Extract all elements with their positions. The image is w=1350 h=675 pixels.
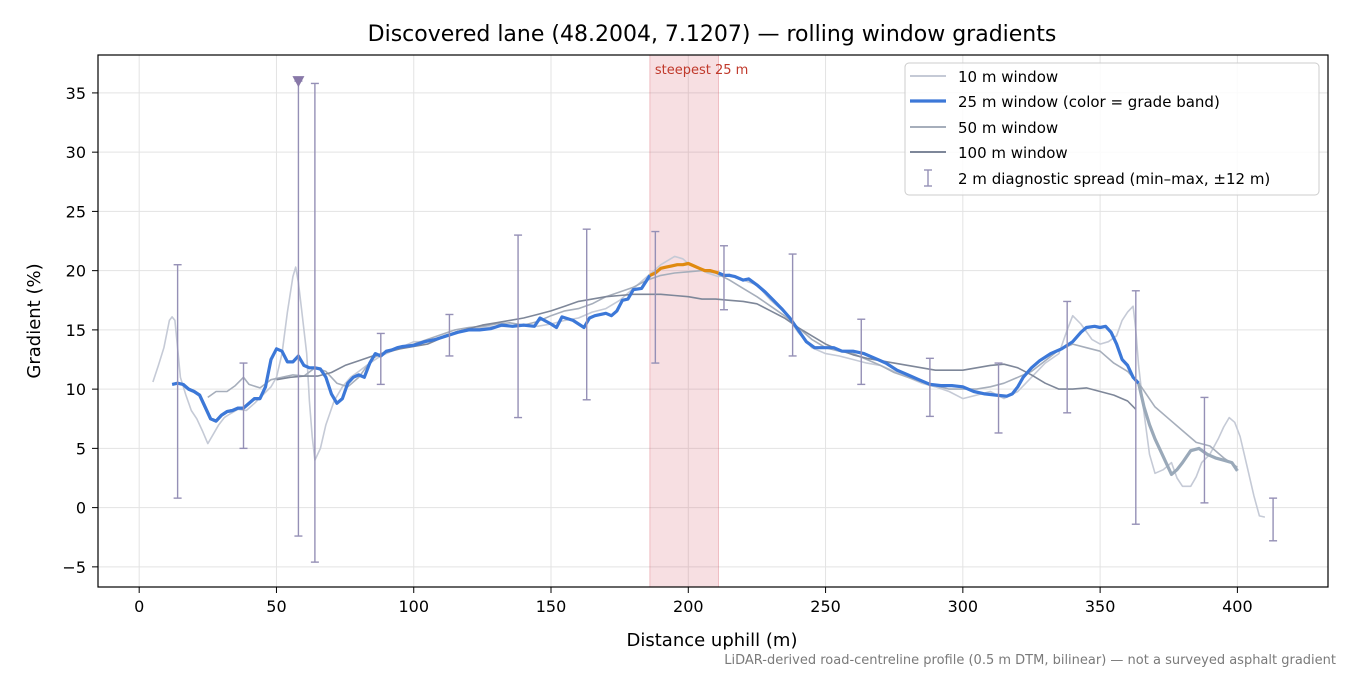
errorbar [1131, 290, 1140, 525]
y-tick-label: −5 [62, 558, 86, 577]
x-tick-label: 200 [673, 597, 704, 616]
legend-label-spread: 2 m diagnostic spread (min–max, ±12 m) [958, 170, 1270, 188]
steepest-window-band [649, 54, 719, 588]
legend-label-25m: 25 m window (color = grade band) [958, 93, 1220, 111]
y-tick-label: 30 [66, 143, 86, 162]
legend-label-10m: 10 m window [958, 68, 1058, 86]
errorbar [719, 245, 728, 311]
series-line-25m-gentle [1137, 382, 1239, 476]
legend-box [904, 62, 1320, 196]
errorbar [310, 82, 319, 563]
y-axis-label: Gradient (%) [24, 263, 45, 378]
y-tick-label: 0 [76, 499, 86, 518]
x-tick-label: 300 [948, 597, 979, 616]
axes-layer: 0 50 100 150 200 250 300 350 400 −5 0 5 10 15 20 25 30 35 [62, 84, 1252, 616]
outlier-marker [292, 76, 305, 88]
errorbar [445, 313, 454, 357]
y-tick-label: 5 [76, 439, 86, 458]
series-line-100m [276, 293, 1137, 410]
x-tick-label: 400 [1222, 597, 1253, 616]
errorbar [514, 234, 523, 419]
y-tick-label: 10 [66, 380, 86, 399]
footnote: LiDAR-derived road-centreline profile (0… [724, 653, 1336, 668]
y-tick-label: 15 [66, 321, 86, 340]
errorbar [582, 228, 591, 401]
legend-label-50m: 50 m window [958, 119, 1058, 137]
x-tick-label: 250 [810, 597, 841, 616]
y-tick-label: 35 [66, 84, 86, 103]
series-layer [152, 255, 1266, 518]
errorbar [651, 230, 660, 364]
errorbar [1200, 396, 1209, 504]
errorbar [376, 332, 385, 386]
x-tick-label: 100 [398, 597, 429, 616]
errorbar [788, 253, 797, 357]
legend-item-spread: 2 m diagnostic spread (min–max, ±12 m) [924, 169, 1270, 188]
errorbar [239, 362, 248, 450]
chart-title: Discovered lane (48.2004, 7.1207) — roll… [368, 22, 1057, 47]
x-tick-label: 0 [134, 597, 144, 616]
errorbar [1063, 300, 1072, 414]
steepest-window-label: steepest 25 m [655, 63, 748, 78]
legend-item-10m: 10 m window [910, 68, 1058, 86]
series-line-25m [717, 271, 1140, 398]
plot-frame [97, 54, 1329, 588]
legend-item-25m: 25 m window (color = grade band) [910, 93, 1220, 111]
errorbar [994, 362, 1003, 434]
errorbar [925, 357, 934, 418]
errorbar-layer [173, 76, 1278, 563]
series-line-25m-steepest [649, 261, 719, 277]
x-tick-label: 150 [536, 597, 567, 616]
legend-item-100m: 100 m window [910, 144, 1068, 162]
errorbar [857, 318, 866, 386]
legend-item-50m: 50 m window [910, 119, 1058, 137]
errorbar [1269, 497, 1278, 542]
errorbar [173, 264, 182, 499]
x-tick-label: 350 [1085, 597, 1116, 616]
y-tick-label: 25 [66, 202, 86, 221]
y-tick-label: 20 [66, 262, 86, 281]
x-tick-label: 50 [266, 597, 286, 616]
grid-layer [98, 55, 1328, 587]
legend: 10 m window 25 m window (color = grade b… [904, 62, 1320, 196]
legend-label-100m: 100 m window [958, 144, 1068, 162]
x-axis-label: Distance uphill (m) [627, 630, 798, 651]
series-line-25m [171, 274, 652, 423]
